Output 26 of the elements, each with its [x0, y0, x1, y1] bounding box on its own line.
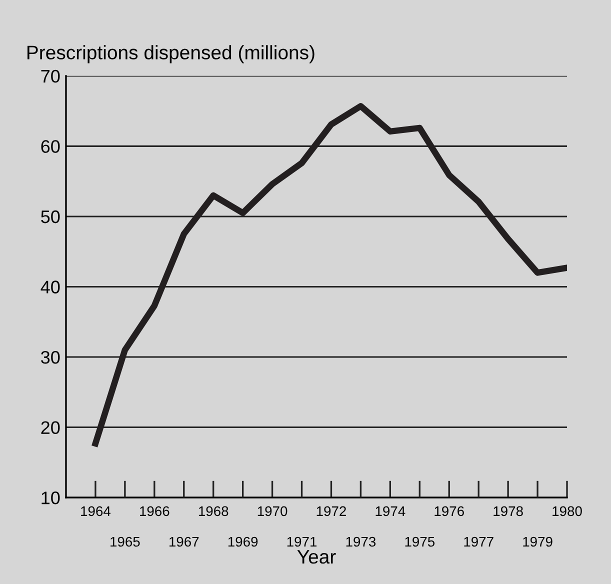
x2-tick-label: 1969 [228, 536, 258, 547]
y-tick-label: 10 [42, 492, 60, 504]
y-tick-label: 50 [41, 210, 60, 224]
x2-tick-label: 1975 [405, 536, 435, 547]
x-tick-label: 1966 [140, 506, 170, 516]
y-tick-label: 30 [41, 350, 60, 364]
x-tick-label: 1968 [198, 506, 228, 516]
x-tick-label: 1978 [494, 506, 523, 516]
x-axis-title: Year [297, 550, 336, 564]
x-tick-label: 1980 [552, 506, 582, 516]
x2-tick-label: 1977 [464, 536, 494, 547]
x2-tick-label: 1979 [523, 536, 552, 547]
y-axis-title: Prescriptions dispensed (millions) [28, 45, 314, 64]
y-tick-label: 60 [41, 140, 60, 153]
x2-tick-label: 1967 [169, 536, 199, 547]
y-tick-label: 40 [40, 280, 60, 294]
x2-tick-label: 1973 [346, 536, 376, 547]
x-tick-label: 1974 [376, 506, 406, 516]
x-tick-label: 1976 [434, 506, 464, 516]
x-tick-label: 1972 [316, 506, 346, 516]
y-tick-label: 20 [41, 421, 60, 434]
x2-tick-label: 1971 [287, 536, 317, 547]
y-tick-label: 70 [41, 70, 60, 83]
x-tick-label: 1964 [81, 506, 111, 516]
x2-tick-label: 1965 [110, 536, 140, 547]
x-tick-label: 1970 [258, 506, 288, 516]
